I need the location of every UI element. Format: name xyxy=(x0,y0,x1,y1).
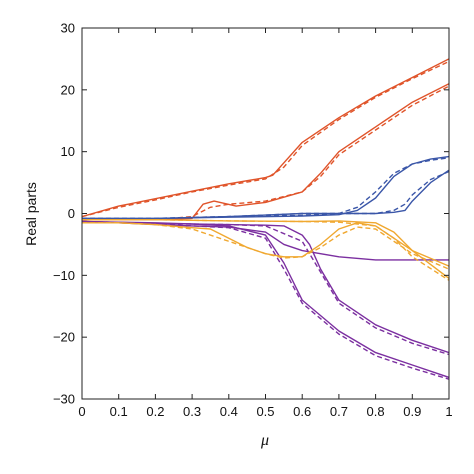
y-tick-label: −30 xyxy=(53,392,75,407)
series-line-1-dashed xyxy=(82,60,449,218)
series-line-12-dashed xyxy=(82,220,449,356)
y-tick-label: −10 xyxy=(53,268,75,283)
y-tick-label: 20 xyxy=(61,82,75,97)
series-line-4-solid xyxy=(82,155,449,220)
series-line-16-dashed xyxy=(82,218,449,281)
series-line-0-solid xyxy=(82,58,449,218)
series-line-5-dashed xyxy=(82,157,449,220)
x-tick-label: 0.4 xyxy=(220,404,238,419)
x-tick-label: 0.1 xyxy=(110,404,128,419)
series-line-2-solid xyxy=(82,83,449,221)
x-tick-label: 0.8 xyxy=(367,404,385,419)
series-line-7-dashed xyxy=(82,170,449,220)
series-line-14-dashed xyxy=(82,222,449,270)
plot-frame xyxy=(81,27,450,400)
x-tick-label: 0.7 xyxy=(330,404,348,419)
x-tick-label: 0.2 xyxy=(146,404,164,419)
series-line-3-dashed xyxy=(82,85,449,221)
series-line-9-solid xyxy=(82,220,449,379)
x-tick-label: 0.9 xyxy=(403,404,421,419)
series-line-15-solid xyxy=(82,218,449,279)
series-layer xyxy=(82,58,449,380)
x-tick-label: 1 xyxy=(445,404,452,419)
y-axis-label: Real parts xyxy=(23,182,39,246)
series-line-6-solid xyxy=(82,169,449,220)
x-tick-label: 0.3 xyxy=(183,404,201,419)
x-axis-label: μ xyxy=(260,432,269,449)
y-tick-label: −20 xyxy=(53,330,75,345)
tick-labels-layer: 0 0.1 0.2 0.3 0.4 0.5 0.6 0.7 0.8 0.9 1 30 20 10 0 −10 −… xyxy=(53,21,453,420)
x-tick-label: 0.5 xyxy=(256,404,274,419)
y-tick-label: 30 xyxy=(61,21,75,36)
y-tick-label: 10 xyxy=(61,144,75,159)
ticks-layer xyxy=(81,27,450,400)
y-tick-label: 0 xyxy=(68,206,75,221)
series-line-11-solid xyxy=(82,220,449,354)
series-line-10-dashed xyxy=(82,220,449,380)
x-tick-label: 0.6 xyxy=(293,404,311,419)
x-tick-label: 0 xyxy=(78,404,85,419)
